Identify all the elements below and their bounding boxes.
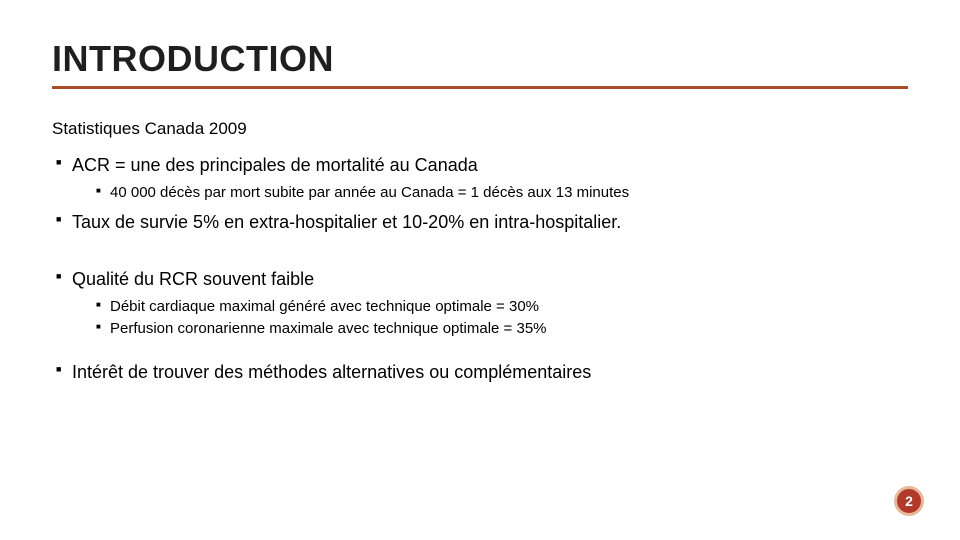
sub-bullet-item: Perfusion coronarienne maximale avec tec… xyxy=(96,320,908,338)
bullet-list: ACR = une des principales de mortalité a… xyxy=(52,155,908,383)
spacer xyxy=(56,348,908,362)
sub-bullet-item: Débit cardiaque maximal généré avec tech… xyxy=(96,298,908,316)
sub-bullet-text: Perfusion coronarienne maximale avec tec… xyxy=(110,320,547,337)
bullet-text: ACR = une des principales de mortalité a… xyxy=(72,155,478,175)
sub-bullet-text: 40 000 décès par mort subite par année a… xyxy=(110,184,629,201)
subtitle: Statistiques Canada 2009 xyxy=(52,119,908,139)
bullet-item: ACR = une des principales de mortalité a… xyxy=(56,155,908,202)
spacer xyxy=(56,241,908,269)
sub-bullet-text: Débit cardiaque maximal généré avec tech… xyxy=(110,298,539,315)
sub-bullet-item: 40 000 décès par mort subite par année a… xyxy=(96,184,908,202)
slide-title: INTRODUCTION xyxy=(52,38,908,89)
sub-bullet-list: 40 000 décès par mort subite par année a… xyxy=(72,184,908,202)
bullet-item: Taux de survie 5% en extra-hospitalier e… xyxy=(56,212,908,233)
bullet-item: Qualité du RCR souvent faible Débit card… xyxy=(56,269,908,338)
bullet-text: Qualité du RCR souvent faible xyxy=(72,269,314,289)
sub-bullet-list: Débit cardiaque maximal généré avec tech… xyxy=(72,298,908,338)
bullet-text: Taux de survie 5% en extra-hospitalier e… xyxy=(72,212,621,232)
bullet-text: Intérêt de trouver des méthodes alternat… xyxy=(72,362,591,382)
bullet-item: Intérêt de trouver des méthodes alternat… xyxy=(56,362,908,383)
page-number-badge: 2 xyxy=(894,486,924,516)
slide: INTRODUCTION Statistiques Canada 2009 AC… xyxy=(0,0,960,540)
